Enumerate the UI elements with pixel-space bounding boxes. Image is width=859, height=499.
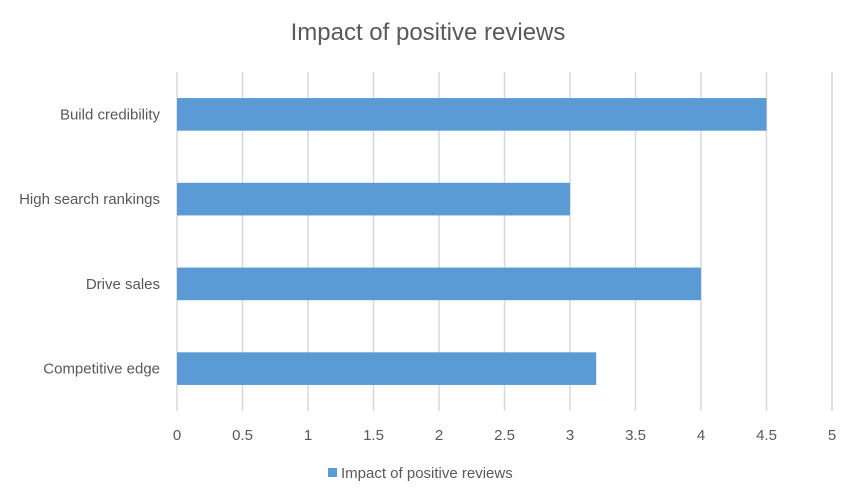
x-tick-label: 2: [435, 427, 443, 444]
legend-label: Impact of positive reviews: [341, 465, 513, 482]
chart-title: Impact of positive reviews: [291, 19, 566, 46]
category-label: Drive sales: [86, 276, 160, 293]
x-tick-label: 1.5: [363, 427, 384, 444]
x-tick-label: 0.5: [232, 427, 253, 444]
category-label: Build credibility: [60, 106, 161, 123]
x-tick-label: 3.5: [625, 427, 646, 444]
bars: [177, 98, 767, 385]
x-tick-label: 2.5: [494, 427, 515, 444]
bar: [177, 182, 570, 216]
category-label: Competitive edge: [43, 361, 160, 378]
x-tick-label: 0: [173, 427, 181, 444]
x-tick-label: 4: [697, 427, 705, 444]
legend: Impact of positive reviews: [328, 465, 513, 482]
legend-swatch: [328, 468, 337, 477]
x-tick-label: 3: [566, 427, 574, 444]
category-label: High search rankings: [19, 191, 160, 208]
category-labels: Build credibility High search rankings Dri…: [19, 106, 160, 377]
x-tick-label: 5: [828, 427, 836, 444]
x-tick-label: 4.5: [756, 427, 777, 444]
x-tick-label: 1: [304, 427, 312, 444]
bar: [177, 98, 767, 131]
bar: [177, 267, 701, 301]
x-tick-labels: 0 0.5 1 1.5 2 2.5 3 3.5 4 4.5 5: [173, 427, 836, 444]
bar: [177, 352, 597, 385]
